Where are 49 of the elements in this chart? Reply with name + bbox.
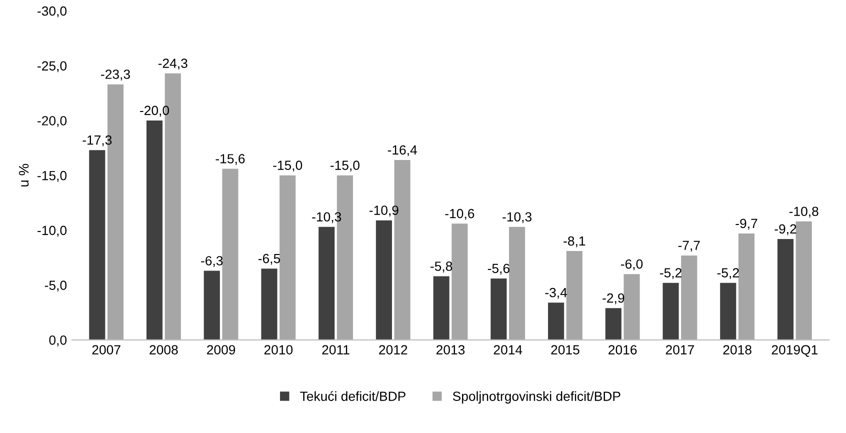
data-label: -10,8 <box>789 206 818 218</box>
x-tick-label: 2016 <box>608 345 637 354</box>
data-label: -9,7 <box>736 218 758 230</box>
data-label: -8,1 <box>564 236 586 248</box>
data-label: -16,4 <box>388 145 417 156</box>
data-label: -6,3 <box>201 256 223 267</box>
data-label: -5,2 <box>717 268 739 280</box>
data-label: -23,3 <box>101 70 130 80</box>
legend-label: Spoljnotrgovinski deficit/BDP <box>452 391 620 404</box>
data-label: -2,9 <box>602 293 624 304</box>
data-label: -6,5 <box>258 254 280 265</box>
data-label: -5,6 <box>488 264 510 275</box>
x-tick-label: 2012 <box>379 345 408 354</box>
y-tick-label: -10,0 <box>38 226 67 237</box>
data-label: -10,9 <box>370 206 398 217</box>
legend-label: Tekući deficit/BDP <box>300 391 406 401</box>
y-tick-label: -30,0 <box>38 6 67 18</box>
data-label: -10,3 <box>502 212 532 224</box>
x-tick-label: 2017 <box>666 345 694 354</box>
data-label: -15,0 <box>330 160 360 172</box>
data-label: -5,2 <box>660 268 682 280</box>
x-tick-label: 2009 <box>207 345 236 354</box>
x-tick-label: 2011 <box>322 345 350 354</box>
data-label: -9,2 <box>774 224 796 236</box>
y-tick-label: -25,0 <box>38 61 67 72</box>
y-axis-title: u % <box>18 164 29 186</box>
x-tick-label: 2015 <box>551 345 580 354</box>
data-label: -5,8 <box>430 262 452 272</box>
data-label: -17,3 <box>82 135 112 146</box>
data-label: -10,3 <box>312 212 342 224</box>
x-tick-label: 2007 <box>92 345 120 354</box>
data-label: -6,0 <box>620 259 643 270</box>
x-tick-label: 2018 <box>723 345 752 354</box>
data-label: -15,6 <box>216 154 245 165</box>
data-label: -7,7 <box>678 240 700 252</box>
x-tick-label: 2014 <box>494 345 522 354</box>
data-label: -3,4 <box>545 288 568 299</box>
y-tick-label: -5,0 <box>44 280 67 292</box>
data-label: -20,0 <box>140 106 170 117</box>
x-tick-label: 2019Q1 <box>772 345 818 357</box>
y-tick-label: -15,0 <box>38 170 67 182</box>
data-label: -10,6 <box>445 208 474 220</box>
data-label: -15,0 <box>273 160 302 172</box>
x-tick-label: 2010 <box>264 345 293 354</box>
y-tick-label: -20,0 <box>38 116 67 127</box>
y-tick-label: 0,0 <box>49 335 67 346</box>
x-tick-label: 2008 <box>150 345 178 354</box>
x-tick-label: 2013 <box>436 345 465 354</box>
data-label: -24,3 <box>158 58 188 70</box>
